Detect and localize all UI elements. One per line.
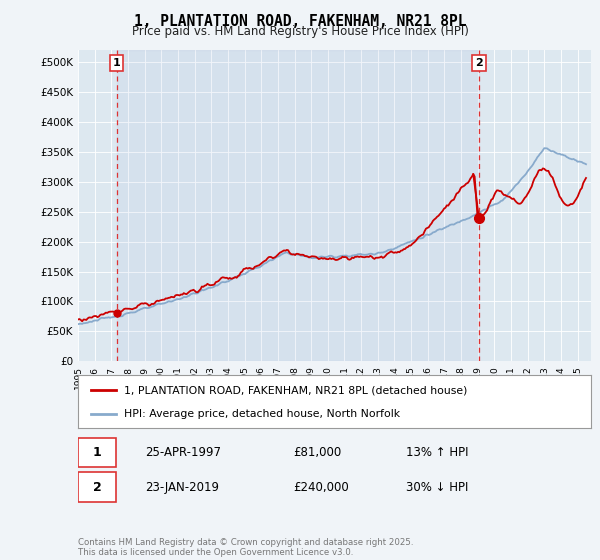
- FancyBboxPatch shape: [78, 473, 116, 502]
- Text: 2: 2: [475, 58, 483, 68]
- Text: £240,000: £240,000: [293, 480, 349, 493]
- Text: 1: 1: [93, 446, 101, 459]
- Text: Price paid vs. HM Land Registry's House Price Index (HPI): Price paid vs. HM Land Registry's House …: [131, 25, 469, 38]
- Text: 23-JAN-2019: 23-JAN-2019: [145, 480, 218, 493]
- Text: 1, PLANTATION ROAD, FAKENHAM, NR21 8PL: 1, PLANTATION ROAD, FAKENHAM, NR21 8PL: [134, 14, 466, 29]
- Text: 30% ↓ HPI: 30% ↓ HPI: [406, 480, 469, 493]
- Text: Contains HM Land Registry data © Crown copyright and database right 2025.
This d: Contains HM Land Registry data © Crown c…: [78, 538, 413, 557]
- Text: 25-APR-1997: 25-APR-1997: [145, 446, 221, 459]
- Text: £81,000: £81,000: [293, 446, 342, 459]
- Text: 1, PLANTATION ROAD, FAKENHAM, NR21 8PL (detached house): 1, PLANTATION ROAD, FAKENHAM, NR21 8PL (…: [124, 385, 467, 395]
- Text: 1: 1: [113, 58, 121, 68]
- Text: 13% ↑ HPI: 13% ↑ HPI: [406, 446, 469, 459]
- FancyBboxPatch shape: [78, 437, 116, 466]
- Bar: [116, 50, 479, 361]
- Text: 2: 2: [93, 480, 101, 493]
- Text: HPI: Average price, detached house, North Norfolk: HPI: Average price, detached house, Nort…: [124, 408, 400, 418]
